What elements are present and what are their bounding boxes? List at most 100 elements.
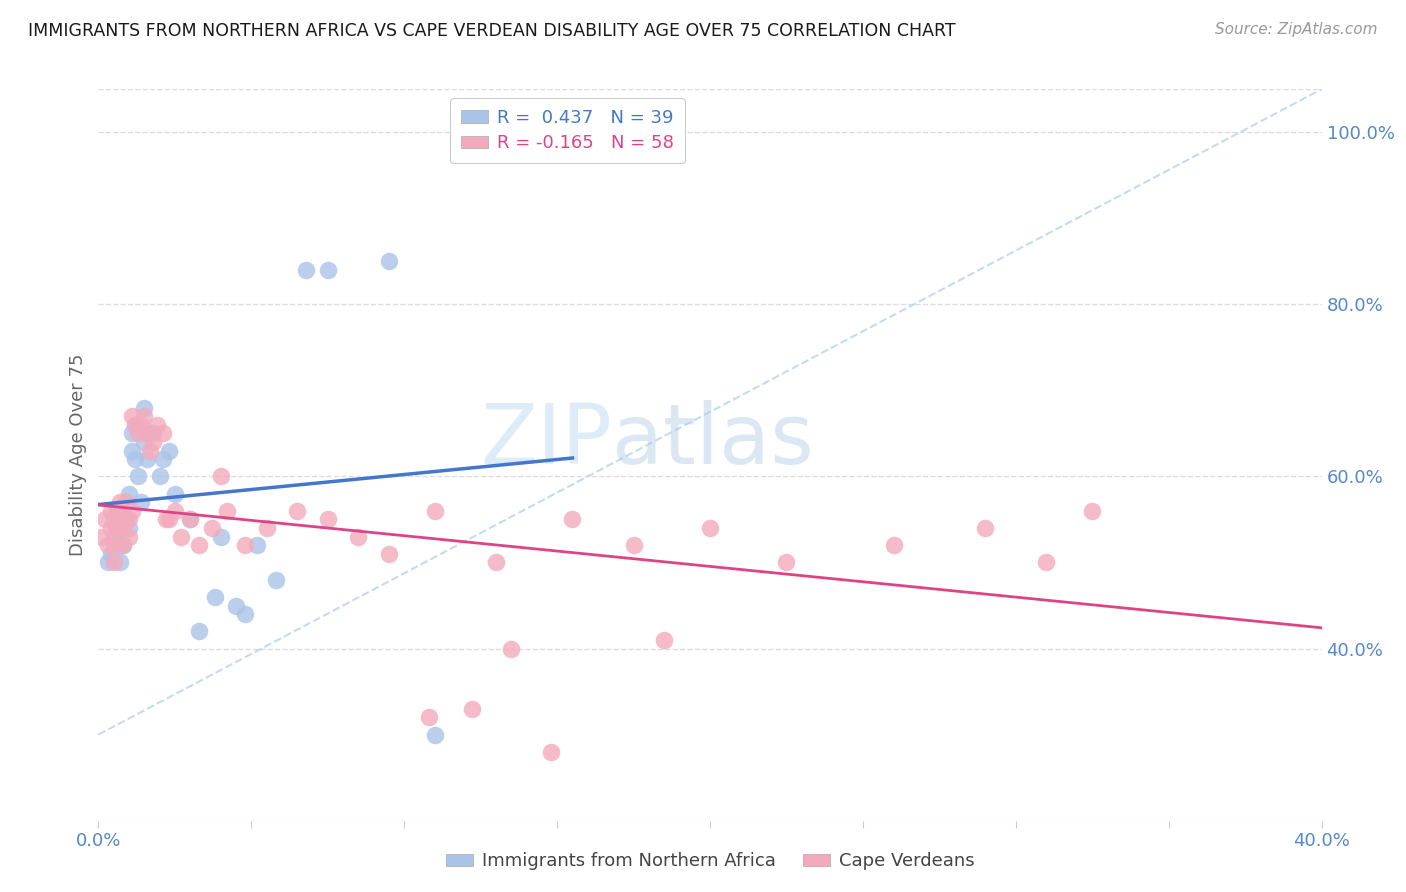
- Point: [127, 469, 149, 483]
- Point: [699, 521, 721, 535]
- Point: [285, 504, 308, 518]
- Point: [139, 426, 162, 441]
- Point: [90, 530, 112, 544]
- Point: [378, 547, 401, 561]
- Point: [115, 512, 138, 526]
- Point: [103, 512, 125, 526]
- Text: ZIP: ZIP: [481, 400, 612, 481]
- Point: [378, 254, 401, 268]
- Point: [1035, 556, 1057, 570]
- Point: [775, 556, 797, 570]
- Point: [233, 538, 256, 552]
- Point: [121, 504, 143, 518]
- Point: [108, 556, 131, 570]
- Point: [121, 426, 143, 441]
- Point: [103, 556, 125, 570]
- Point: [134, 401, 156, 415]
- Point: [485, 556, 508, 570]
- Point: [108, 512, 131, 526]
- Point: [142, 435, 165, 450]
- Point: [423, 728, 446, 742]
- Point: [127, 426, 149, 441]
- Point: [118, 530, 141, 544]
- Point: [974, 521, 997, 535]
- Text: Source: ZipAtlas.com: Source: ZipAtlas.com: [1215, 22, 1378, 37]
- Point: [179, 512, 201, 526]
- Point: [100, 521, 122, 535]
- Point: [105, 521, 128, 535]
- Point: [256, 521, 278, 535]
- Text: IMMIGRANTS FROM NORTHERN AFRICA VS CAPE VERDEAN DISABILITY AGE OVER 75 CORRELATI: IMMIGRANTS FROM NORTHERN AFRICA VS CAPE …: [28, 22, 956, 40]
- Text: atlas: atlas: [612, 400, 814, 481]
- Point: [418, 710, 440, 724]
- Point: [118, 486, 141, 500]
- Point: [152, 426, 174, 441]
- Point: [246, 538, 269, 552]
- Point: [124, 417, 146, 432]
- Point: [225, 599, 247, 613]
- Point: [652, 632, 675, 647]
- Point: [93, 512, 115, 526]
- Point: [111, 538, 134, 552]
- Point: [179, 512, 201, 526]
- Point: [136, 426, 159, 441]
- Point: [157, 512, 180, 526]
- Y-axis label: Disability Age Over 75: Disability Age Over 75: [69, 353, 87, 557]
- Point: [233, 607, 256, 621]
- Point: [111, 521, 134, 535]
- Point: [883, 538, 905, 552]
- Point: [204, 590, 226, 604]
- Point: [100, 547, 122, 561]
- Legend: Immigrants from Northern Africa, Cape Verdeans: Immigrants from Northern Africa, Cape Ve…: [439, 845, 981, 878]
- Point: [108, 495, 131, 509]
- Point: [209, 530, 232, 544]
- Point: [145, 417, 167, 432]
- Point: [142, 426, 165, 441]
- Point: [118, 521, 141, 535]
- Point: [124, 417, 146, 432]
- Point: [561, 512, 583, 526]
- Point: [209, 469, 232, 483]
- Point: [105, 504, 128, 518]
- Point: [97, 538, 120, 552]
- Point: [316, 263, 339, 277]
- Point: [118, 512, 141, 526]
- Point: [124, 452, 146, 467]
- Point: [105, 504, 128, 518]
- Point: [540, 745, 562, 759]
- Point: [460, 702, 482, 716]
- Point: [149, 469, 172, 483]
- Point: [100, 504, 122, 518]
- Point: [108, 538, 131, 552]
- Point: [215, 504, 238, 518]
- Point: [157, 443, 180, 458]
- Point: [188, 624, 211, 639]
- Point: [188, 538, 211, 552]
- Point: [155, 512, 177, 526]
- Point: [347, 530, 370, 544]
- Point: [129, 417, 152, 432]
- Point: [103, 538, 125, 552]
- Point: [1081, 504, 1104, 518]
- Point: [97, 556, 120, 570]
- Point: [316, 512, 339, 526]
- Point: [134, 409, 156, 424]
- Point: [111, 538, 134, 552]
- Point: [264, 573, 287, 587]
- Point: [200, 521, 222, 535]
- Point: [115, 495, 138, 509]
- Point: [103, 530, 125, 544]
- Point: [152, 452, 174, 467]
- Point: [115, 512, 138, 526]
- Point: [129, 495, 152, 509]
- Point: [121, 443, 143, 458]
- Point: [139, 443, 162, 458]
- Point: [163, 504, 186, 518]
- Point: [105, 521, 128, 535]
- Point: [501, 641, 523, 656]
- Point: [295, 263, 318, 277]
- Point: [136, 452, 159, 467]
- Point: [423, 504, 446, 518]
- Point: [134, 435, 156, 450]
- Point: [623, 538, 645, 552]
